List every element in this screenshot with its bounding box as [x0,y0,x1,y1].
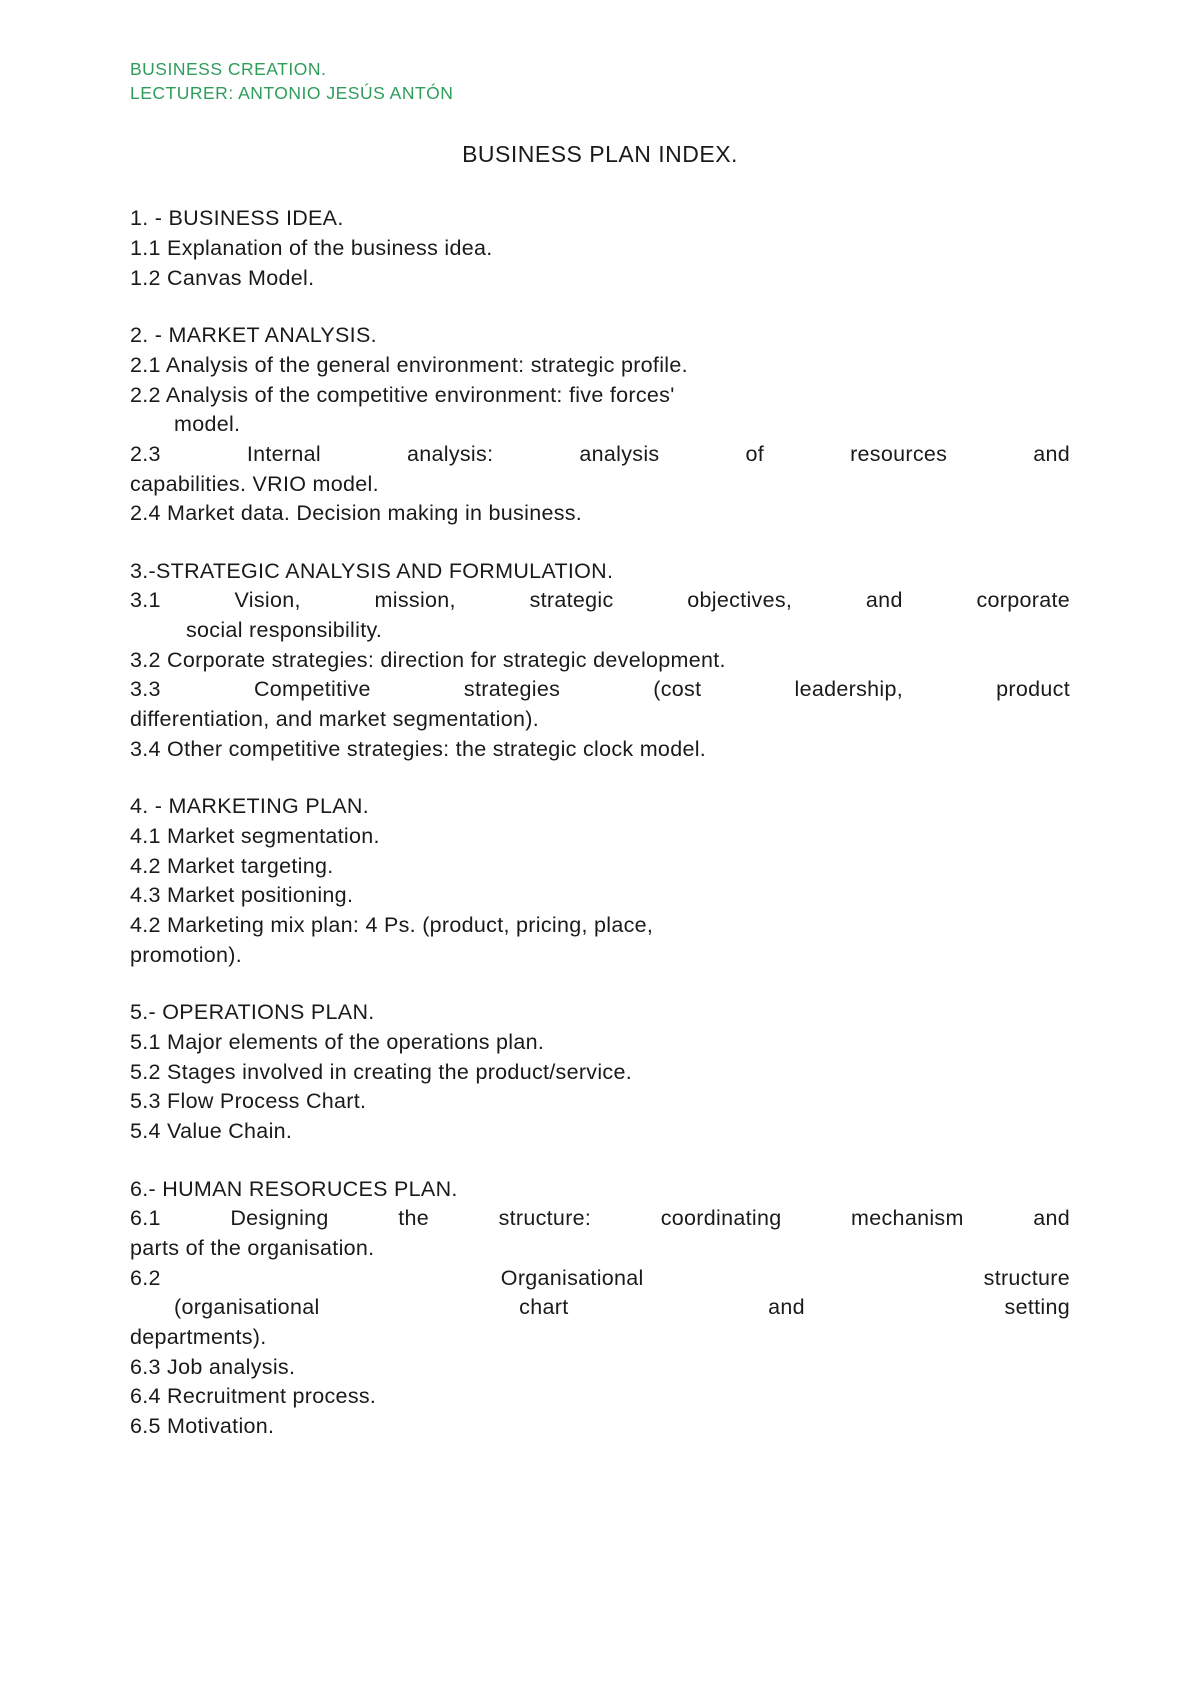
index-content: 1. - BUSINESS IDEA. 1.1 Explanation of t… [130,204,1070,1441]
item-6-2c: departments). [130,1323,1070,1353]
item-4-3: 4.3 Market positioning. [130,881,1070,911]
section-2-head: 2. - MARKET ANALYSIS. [130,321,1070,351]
header-line-lecturer: LECTURER: ANTONIO JESÚS ANTÓN [130,82,1070,106]
document-header: BUSINESS CREATION. LECTURER: ANTONIO JES… [130,58,1070,105]
item-3-4: 3.4 Other competitive strategies: the st… [130,735,1070,765]
item-6-2b: (organisational chart and setting [130,1293,1070,1323]
section-2: 2. - MARKET ANALYSIS. 2.1 Analysis of th… [130,321,1070,529]
item-6-2a-p1: 6.2 [130,1264,161,1294]
item-6-1b: parts of the organisation. [130,1234,1070,1264]
item-1-1: 1.1 Explanation of the business idea. [130,234,1070,264]
item-6-2a: 6.2 Organisational structure [130,1264,1070,1294]
section-1-head: 1. - BUSINESS IDEA. [130,204,1070,234]
header-line-course: BUSINESS CREATION. [130,58,1070,82]
section-4: 4. - MARKETING PLAN. 4.1 Market segmenta… [130,792,1070,970]
section-1: 1. - BUSINESS IDEA. 1.1 Explanation of t… [130,204,1070,293]
item-2-3a: 2.3 Internal analysis: analysis of resou… [130,440,1070,470]
item-4-4a: 4.2 Marketing mix plan: 4 Ps. (product, … [130,911,1070,941]
item-6-2b-p1: (organisational [174,1293,320,1323]
section-5-head: 5.- OPERATIONS PLAN. [130,998,1070,1028]
item-6-1a: 6.1 Designing the structure: coordinatin… [130,1204,1070,1234]
item-4-2: 4.2 Market targeting. [130,852,1070,882]
section-5: 5.- OPERATIONS PLAN. 5.1 Major elements … [130,998,1070,1146]
page-title: BUSINESS PLAN INDEX. [130,141,1070,168]
section-6-head: 6.- HUMAN RESORUCES PLAN. [130,1175,1070,1205]
section-4-head: 4. - MARKETING PLAN. [130,792,1070,822]
item-3-3a: 3.3 Competitive strategies (cost leaders… [130,675,1070,705]
item-6-4: 6.4 Recruitment process. [130,1382,1070,1412]
item-6-2b-p3: and [768,1293,805,1323]
item-4-4b: promotion). [130,941,1070,971]
item-2-4: 2.4 Market data. Decision making in busi… [130,499,1070,529]
item-2-3b: capabilities. VRIO model. [130,470,1070,500]
item-6-2a-p2: Organisational [501,1264,644,1294]
item-6-2b-p4: setting [1005,1293,1070,1323]
section-3-head: 3.-STRATEGIC ANALYSIS AND FORMULATION. [130,557,1070,587]
item-5-4: 5.4 Value Chain. [130,1117,1070,1147]
item-6-2a-p3: structure [984,1264,1070,1294]
item-3-1b: social responsibility. [130,616,1070,646]
item-3-3b: differentiation, and market segmentation… [130,705,1070,735]
item-6-3: 6.3 Job analysis. [130,1353,1070,1383]
item-2-2a: 2.2 Analysis of the competitive environm… [130,381,1070,411]
item-2-1: 2.1 Analysis of the general environment:… [130,351,1070,381]
section-3: 3.-STRATEGIC ANALYSIS AND FORMULATION. 3… [130,557,1070,765]
item-4-1: 4.1 Market segmentation. [130,822,1070,852]
item-3-1a: 3.1 Vision, mission, strategic objective… [130,586,1070,616]
item-2-2b: model. [130,410,1070,440]
item-1-2: 1.2 Canvas Model. [130,264,1070,294]
item-5-3: 5.3 Flow Process Chart. [130,1087,1070,1117]
item-3-2: 3.2 Corporate strategies: direction for … [130,646,1070,676]
item-5-2: 5.2 Stages involved in creating the prod… [130,1058,1070,1088]
item-6-2b-p2: chart [519,1293,568,1323]
item-5-1: 5.1 Major elements of the operations pla… [130,1028,1070,1058]
section-6: 6.- HUMAN RESORUCES PLAN. 6.1 Designing … [130,1175,1070,1442]
item-6-5: 6.5 Motivation. [130,1412,1070,1442]
